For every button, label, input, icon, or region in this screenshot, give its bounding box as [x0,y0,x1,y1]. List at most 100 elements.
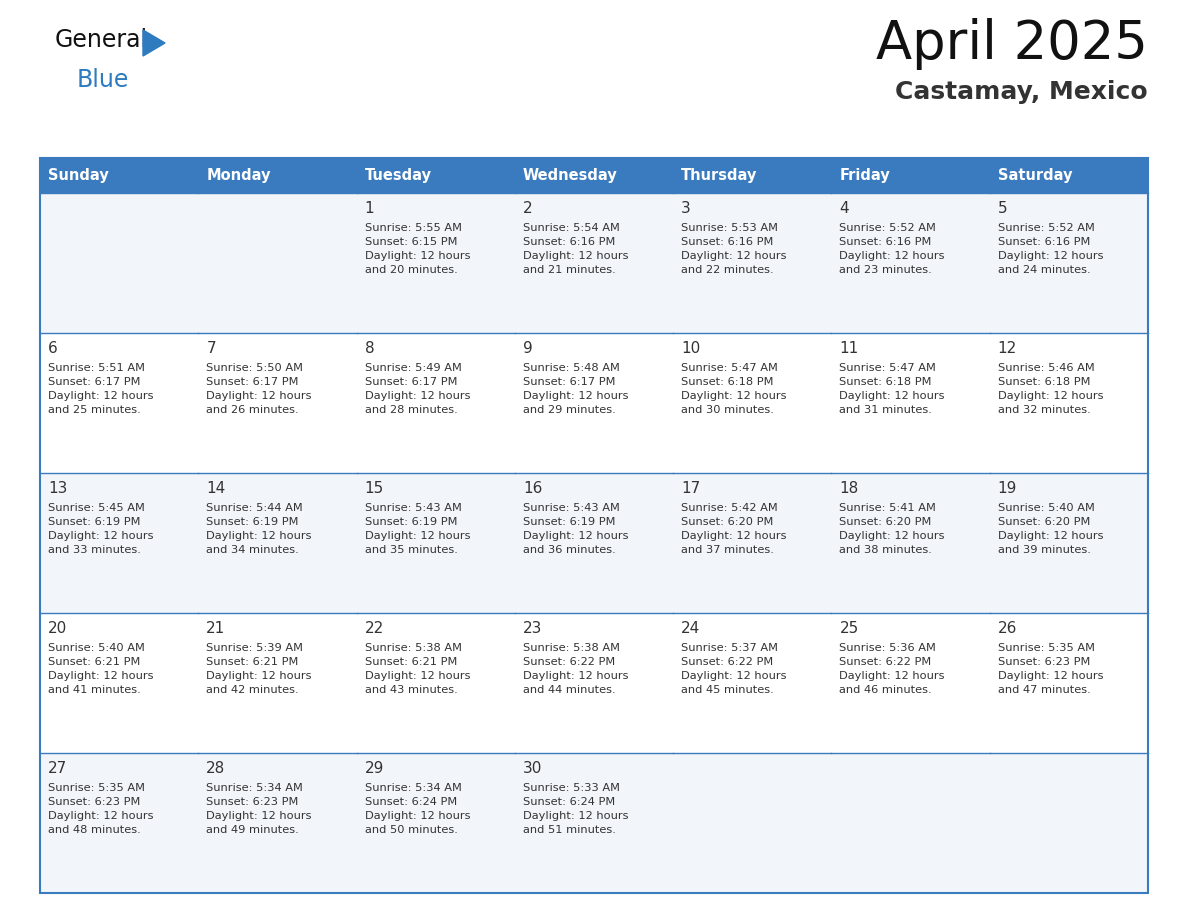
Text: Sunrise: 5:43 AM
Sunset: 6:19 PM
Daylight: 12 hours
and 35 minutes.: Sunrise: 5:43 AM Sunset: 6:19 PM Dayligh… [365,503,470,555]
Text: 7: 7 [207,341,216,356]
Text: Sunrise: 5:43 AM
Sunset: 6:19 PM
Daylight: 12 hours
and 36 minutes.: Sunrise: 5:43 AM Sunset: 6:19 PM Dayligh… [523,503,628,555]
Bar [514,613,674,753]
Bar [40,158,1148,893]
Text: 14: 14 [207,481,226,496]
Bar [832,753,990,893]
Text: 4: 4 [840,201,849,216]
Bar [514,333,674,473]
Text: Sunrise: 5:47 AM
Sunset: 6:18 PM
Daylight: 12 hours
and 30 minutes.: Sunrise: 5:47 AM Sunset: 6:18 PM Dayligh… [681,363,786,415]
Text: Sunrise: 5:50 AM
Sunset: 6:17 PM
Daylight: 12 hours
and 26 minutes.: Sunrise: 5:50 AM Sunset: 6:17 PM Dayligh… [207,363,311,415]
Text: Sunrise: 5:37 AM
Sunset: 6:22 PM
Daylight: 12 hours
and 45 minutes.: Sunrise: 5:37 AM Sunset: 6:22 PM Dayligh… [681,643,786,695]
Text: Sunrise: 5:34 AM
Sunset: 6:24 PM
Daylight: 12 hours
and 50 minutes.: Sunrise: 5:34 AM Sunset: 6:24 PM Dayligh… [365,783,470,835]
Text: 6: 6 [48,341,58,356]
Text: Sunrise: 5:36 AM
Sunset: 6:22 PM
Daylight: 12 hours
and 46 minutes.: Sunrise: 5:36 AM Sunset: 6:22 PM Dayligh… [840,643,944,695]
Text: 18: 18 [840,481,859,496]
Text: 22: 22 [365,621,384,636]
Bar [514,193,674,333]
Text: Sunrise: 5:45 AM
Sunset: 6:19 PM
Daylight: 12 hours
and 33 minutes.: Sunrise: 5:45 AM Sunset: 6:19 PM Dayligh… [48,503,153,555]
Text: 15: 15 [365,481,384,496]
Text: 29: 29 [365,761,384,776]
Bar [514,473,674,613]
Text: Sunrise: 5:52 AM
Sunset: 6:16 PM
Daylight: 12 hours
and 23 minutes.: Sunrise: 5:52 AM Sunset: 6:16 PM Dayligh… [840,223,944,275]
Bar [40,613,198,753]
Text: 3: 3 [681,201,691,216]
Text: Sunrise: 5:48 AM
Sunset: 6:17 PM
Daylight: 12 hours
and 29 minutes.: Sunrise: 5:48 AM Sunset: 6:17 PM Dayligh… [523,363,628,415]
Text: 13: 13 [48,481,68,496]
Bar [990,473,1148,613]
Bar [832,158,990,193]
Text: Tuesday: Tuesday [365,168,431,183]
Bar [356,333,514,473]
Bar [990,613,1148,753]
Bar [832,193,990,333]
Bar [198,333,356,473]
Bar [674,193,832,333]
Bar [40,473,198,613]
Bar [40,333,198,473]
Text: Sunrise: 5:35 AM
Sunset: 6:23 PM
Daylight: 12 hours
and 47 minutes.: Sunrise: 5:35 AM Sunset: 6:23 PM Dayligh… [998,643,1104,695]
Bar [674,473,832,613]
Text: 2: 2 [523,201,532,216]
Text: Castamay, Mexico: Castamay, Mexico [896,80,1148,104]
Bar [674,613,832,753]
Text: 5: 5 [998,201,1007,216]
Text: 25: 25 [840,621,859,636]
Bar [832,333,990,473]
Bar [674,158,832,193]
Text: Sunrise: 5:34 AM
Sunset: 6:23 PM
Daylight: 12 hours
and 49 minutes.: Sunrise: 5:34 AM Sunset: 6:23 PM Dayligh… [207,783,311,835]
Bar [832,613,990,753]
Bar [198,158,356,193]
Text: 26: 26 [998,621,1017,636]
Text: 1: 1 [365,201,374,216]
Text: Sunrise: 5:55 AM
Sunset: 6:15 PM
Daylight: 12 hours
and 20 minutes.: Sunrise: 5:55 AM Sunset: 6:15 PM Dayligh… [365,223,470,275]
Text: 19: 19 [998,481,1017,496]
Text: 8: 8 [365,341,374,356]
Bar [514,753,674,893]
Text: Blue: Blue [77,68,129,92]
Text: Sunrise: 5:51 AM
Sunset: 6:17 PM
Daylight: 12 hours
and 25 minutes.: Sunrise: 5:51 AM Sunset: 6:17 PM Dayligh… [48,363,153,415]
Polygon shape [143,30,165,56]
Text: General: General [55,28,148,52]
Text: Sunrise: 5:38 AM
Sunset: 6:22 PM
Daylight: 12 hours
and 44 minutes.: Sunrise: 5:38 AM Sunset: 6:22 PM Dayligh… [523,643,628,695]
Text: 12: 12 [998,341,1017,356]
Text: Monday: Monday [207,168,271,183]
Text: Thursday: Thursday [681,168,758,183]
Text: Sunrise: 5:54 AM
Sunset: 6:16 PM
Daylight: 12 hours
and 21 minutes.: Sunrise: 5:54 AM Sunset: 6:16 PM Dayligh… [523,223,628,275]
Bar [356,473,514,613]
Text: Friday: Friday [840,168,890,183]
Text: 21: 21 [207,621,226,636]
Text: 20: 20 [48,621,68,636]
Text: Sunrise: 5:39 AM
Sunset: 6:21 PM
Daylight: 12 hours
and 42 minutes.: Sunrise: 5:39 AM Sunset: 6:21 PM Dayligh… [207,643,311,695]
Text: 30: 30 [523,761,542,776]
Text: 10: 10 [681,341,701,356]
Text: Sunday: Sunday [48,168,109,183]
Text: 28: 28 [207,761,226,776]
Bar [198,473,356,613]
Text: Wednesday: Wednesday [523,168,618,183]
Text: Sunrise: 5:33 AM
Sunset: 6:24 PM
Daylight: 12 hours
and 51 minutes.: Sunrise: 5:33 AM Sunset: 6:24 PM Dayligh… [523,783,628,835]
Bar [990,158,1148,193]
Bar [674,333,832,473]
Text: Sunrise: 5:46 AM
Sunset: 6:18 PM
Daylight: 12 hours
and 32 minutes.: Sunrise: 5:46 AM Sunset: 6:18 PM Dayligh… [998,363,1104,415]
Bar [514,158,674,193]
Text: 17: 17 [681,481,701,496]
Bar [198,193,356,333]
Text: Sunrise: 5:52 AM
Sunset: 6:16 PM
Daylight: 12 hours
and 24 minutes.: Sunrise: 5:52 AM Sunset: 6:16 PM Dayligh… [998,223,1104,275]
Text: 24: 24 [681,621,701,636]
Bar [356,753,514,893]
Text: Sunrise: 5:38 AM
Sunset: 6:21 PM
Daylight: 12 hours
and 43 minutes.: Sunrise: 5:38 AM Sunset: 6:21 PM Dayligh… [365,643,470,695]
Bar [356,193,514,333]
Bar [832,473,990,613]
Bar [40,193,198,333]
Bar [356,613,514,753]
Text: 16: 16 [523,481,542,496]
Bar [990,193,1148,333]
Text: Sunrise: 5:42 AM
Sunset: 6:20 PM
Daylight: 12 hours
and 37 minutes.: Sunrise: 5:42 AM Sunset: 6:20 PM Dayligh… [681,503,786,555]
Text: Sunrise: 5:44 AM
Sunset: 6:19 PM
Daylight: 12 hours
and 34 minutes.: Sunrise: 5:44 AM Sunset: 6:19 PM Dayligh… [207,503,311,555]
Bar [990,753,1148,893]
Bar [356,158,514,193]
Text: Sunrise: 5:53 AM
Sunset: 6:16 PM
Daylight: 12 hours
and 22 minutes.: Sunrise: 5:53 AM Sunset: 6:16 PM Dayligh… [681,223,786,275]
Bar [198,753,356,893]
Bar [990,333,1148,473]
Bar [40,753,198,893]
